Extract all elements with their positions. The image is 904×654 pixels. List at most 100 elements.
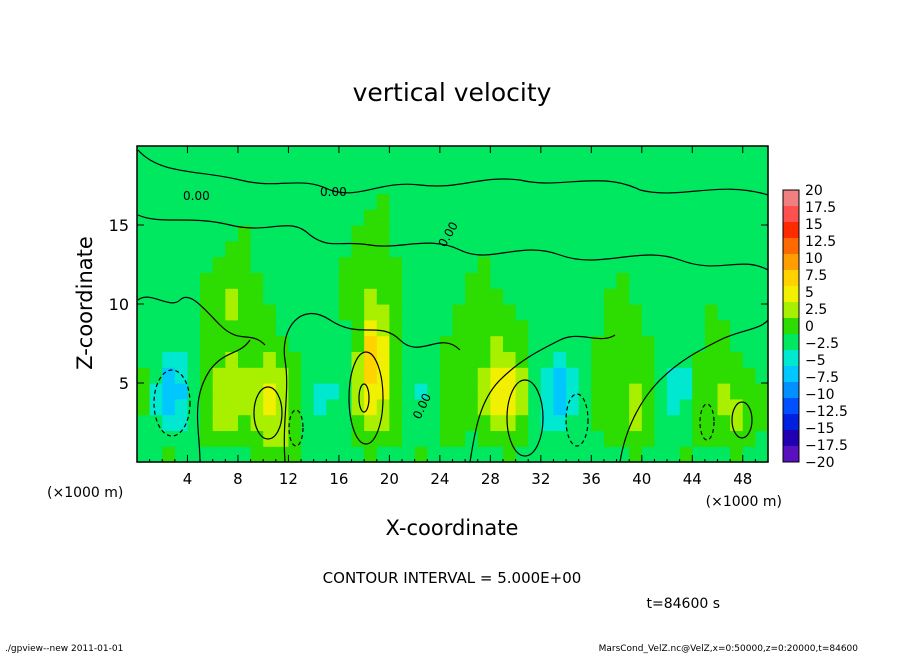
heatmap-cell [149, 272, 163, 289]
heatmap-cell [137, 398, 151, 416]
heatmap-cell [338, 146, 353, 163]
heatmap-cell [263, 177, 277, 194]
colorbar-swatch [783, 254, 799, 271]
heatmap-cell [515, 146, 529, 163]
heatmap-cell [629, 446, 643, 463]
heatmap-cell [515, 240, 529, 258]
heatmap-cell [212, 367, 226, 384]
heatmap-cell [326, 288, 340, 305]
heatmap-cell [477, 430, 491, 447]
heatmap-cell [351, 256, 365, 273]
heatmap-cell [603, 430, 618, 447]
heatmap-cell [667, 414, 681, 431]
heatmap-cell [149, 304, 163, 321]
heatmap-cell [427, 304, 441, 321]
heatmap-cell [427, 209, 441, 226]
heatmap-cell [326, 193, 340, 210]
heatmap-cell [477, 240, 491, 258]
heatmap-cell [465, 319, 479, 337]
heatmap-cell [603, 209, 618, 226]
heatmap-cell [755, 398, 769, 416]
heatmap-cell [654, 383, 668, 400]
heatmap-cell [717, 304, 731, 321]
y-tick-label: 5 [119, 374, 129, 393]
heatmap-cell [351, 398, 365, 416]
heatmap-cell [692, 146, 706, 163]
heatmap-cell [717, 146, 731, 163]
heatmap-cell [137, 256, 151, 273]
heatmap-cell [717, 193, 731, 210]
heatmap-cell [704, 288, 719, 305]
heatmap-cell [704, 240, 719, 258]
heatmap-cell [263, 351, 277, 368]
heatmap-cell [730, 367, 744, 384]
heatmap-cell [162, 398, 176, 416]
x-tick-label: 48 [733, 470, 752, 488]
heatmap-cell [755, 256, 769, 273]
heatmap-cell [263, 288, 277, 305]
heatmap-cell [717, 288, 731, 305]
heatmap-cell [528, 335, 542, 352]
colorbar-label: −12.5 [805, 404, 848, 420]
heatmap-cell [515, 398, 529, 416]
heatmap-cell [452, 367, 466, 384]
heatmap-cell [528, 446, 542, 463]
heatmap-cell [528, 272, 542, 289]
heatmap-cell [427, 193, 441, 210]
heatmap-cell [654, 240, 668, 258]
heatmap-cell [490, 383, 504, 400]
heatmap-cell [376, 209, 390, 226]
heatmap-cell [301, 414, 315, 431]
colorbar-swatch [783, 366, 799, 383]
heatmap-cell [313, 146, 327, 163]
heatmap-cell [679, 161, 693, 179]
heatmap-cell [515, 272, 529, 289]
heatmap-cell [301, 304, 315, 321]
heatmap-cell [212, 383, 226, 400]
heatmap-cell [717, 398, 731, 416]
heatmap-cell [578, 288, 592, 305]
heatmap-cell [237, 351, 252, 368]
heatmap-cell [540, 146, 555, 163]
heatmap-cell [149, 414, 163, 431]
heatmap-cell [288, 161, 302, 179]
x-tick-label: 12 [279, 470, 298, 488]
heatmap-cell [402, 177, 416, 194]
colorbar-label: 12.5 [805, 234, 836, 250]
heatmap-cell [528, 209, 542, 226]
heatmap-cell [629, 398, 643, 416]
heatmap-cell [502, 177, 517, 194]
heatmap-cell [553, 288, 567, 305]
heatmap-cell [603, 272, 618, 289]
heatmap-cell [149, 161, 163, 179]
heatmap-cell [250, 319, 264, 337]
x-tick-label: 24 [430, 470, 449, 488]
heatmap-cell [603, 304, 618, 321]
heatmap-cell [667, 288, 681, 305]
heatmap-cell [553, 430, 567, 447]
heatmap-cell [591, 335, 605, 352]
x-tick-label: 8 [233, 470, 243, 488]
heatmap-cell [641, 414, 656, 431]
heatmap-cell [692, 304, 706, 321]
heatmap-cell [616, 193, 630, 210]
heatmap-cell [452, 256, 466, 273]
heatmap-cell [553, 272, 567, 289]
heatmap-cell [364, 161, 378, 179]
heatmap-cell [402, 398, 416, 416]
heatmap-cell [275, 240, 290, 258]
heatmap-cell [200, 272, 214, 289]
heatmap-cell [452, 146, 466, 163]
heatmap-cell [212, 240, 226, 258]
heatmap-cell [692, 193, 706, 210]
heatmap-cell [376, 146, 390, 163]
heatmap-cell [427, 414, 441, 431]
contour-interval: CONTOUR INTERVAL = 5.000E+00 [323, 569, 582, 587]
heatmap-cell [502, 398, 517, 416]
heatmap-cell [225, 430, 239, 447]
heatmap-cell [477, 335, 491, 352]
heatmap-cell [465, 272, 479, 289]
heatmap-cell [540, 193, 555, 210]
heatmap-cell [174, 383, 189, 400]
heatmap-cell [591, 209, 605, 226]
